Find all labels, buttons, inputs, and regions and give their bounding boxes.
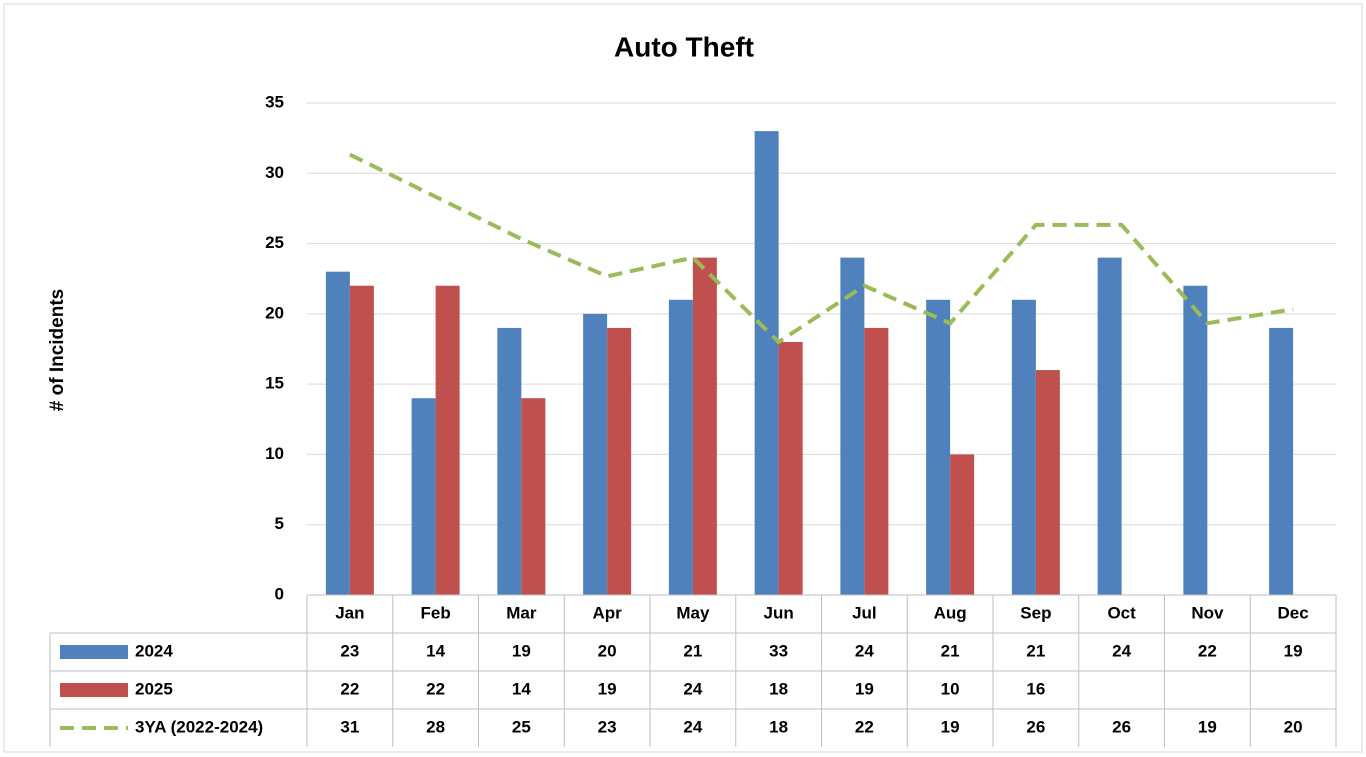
- y-tick-label: 35: [265, 92, 284, 111]
- table-cell: 10: [941, 679, 960, 698]
- legend-label: 3YA (2022-2024): [135, 717, 263, 736]
- bar: [583, 313, 608, 595]
- y-tick-label: 10: [265, 444, 284, 463]
- bar: [1097, 257, 1122, 595]
- bar: [1183, 285, 1208, 595]
- table-cell: 33: [769, 641, 788, 660]
- bar: [692, 257, 717, 595]
- x-tick-label: Nov: [1191, 603, 1224, 622]
- legend-key: [60, 645, 128, 659]
- bar: [1035, 370, 1060, 595]
- table-cell: 14: [426, 641, 445, 660]
- table-cell: 19: [598, 679, 617, 698]
- table-cell: 21: [941, 641, 960, 660]
- table-cell: 14: [512, 679, 531, 698]
- y-tick-label: 20: [265, 303, 284, 322]
- table-cell: 31: [340, 717, 359, 736]
- legend-key: [60, 683, 128, 697]
- legend-label: 2025: [135, 679, 173, 698]
- table-cell: 22: [426, 679, 445, 698]
- y-tick-label: 15: [265, 374, 284, 393]
- chart-title: Auto Theft: [614, 31, 754, 62]
- x-tick-label: Aug: [934, 603, 967, 622]
- table-cell: 26: [1026, 717, 1045, 736]
- bar: [864, 327, 889, 595]
- bar: [435, 285, 460, 595]
- table-cell: 19: [1284, 641, 1303, 660]
- bar: [778, 341, 803, 595]
- table-cell: 28: [426, 717, 445, 736]
- table-cell: 20: [1284, 717, 1303, 736]
- bar: [521, 398, 546, 595]
- x-tick-label: Jan: [335, 603, 364, 622]
- table-cell: 24: [683, 679, 702, 698]
- table-cell: 24: [855, 641, 874, 660]
- table-cell: 18: [769, 717, 788, 736]
- x-tick-label: Sep: [1020, 603, 1051, 622]
- y-tick-label: 5: [275, 514, 284, 533]
- bar: [926, 299, 951, 595]
- table-cell: 23: [598, 717, 617, 736]
- bar: [1011, 299, 1036, 595]
- bar: [754, 131, 779, 595]
- bar: [840, 257, 865, 595]
- x-tick-label: Feb: [421, 603, 451, 622]
- table-cell: 22: [855, 717, 874, 736]
- bar: [349, 285, 374, 595]
- table-cell: 18: [769, 679, 788, 698]
- y-tick-label: 0: [275, 584, 284, 603]
- table-cell: 24: [683, 717, 702, 736]
- table-cell: 20: [598, 641, 617, 660]
- table-cell: 21: [683, 641, 702, 660]
- table-cell: 19: [1198, 717, 1217, 736]
- table-cell: 22: [340, 679, 359, 698]
- bar: [950, 454, 975, 595]
- bar: [411, 398, 436, 595]
- table-cell: 26: [1112, 717, 1131, 736]
- bar: [1269, 327, 1294, 595]
- x-tick-label: Mar: [506, 603, 537, 622]
- bar: [607, 327, 632, 595]
- table-cell: 24: [1112, 641, 1131, 660]
- bar: [668, 299, 693, 595]
- x-tick-label: Apr: [592, 603, 622, 622]
- x-tick-label: Oct: [1107, 603, 1136, 622]
- x-tick-label: Jun: [764, 603, 794, 622]
- table-cell: 23: [340, 641, 359, 660]
- table-cell: 19: [512, 641, 531, 660]
- table-cell: 25: [512, 717, 531, 736]
- table-cell: 19: [855, 679, 874, 698]
- legend-label: 2024: [135, 641, 173, 660]
- bar: [325, 271, 350, 595]
- table-cell: 21: [1026, 641, 1045, 660]
- table-cell: 22: [1198, 641, 1217, 660]
- bar: [497, 327, 522, 595]
- line-series: [348, 152, 1294, 345]
- y-tick-label: 30: [265, 163, 284, 182]
- x-tick-label: Dec: [1278, 603, 1309, 622]
- y-tick-label: 25: [265, 233, 284, 252]
- table-cell: 19: [941, 717, 960, 736]
- x-tick-label: Jul: [852, 603, 877, 622]
- x-tick-label: May: [676, 603, 710, 622]
- y-axis-label: # of Incidents: [47, 289, 68, 411]
- table-cell: 16: [1026, 679, 1045, 698]
